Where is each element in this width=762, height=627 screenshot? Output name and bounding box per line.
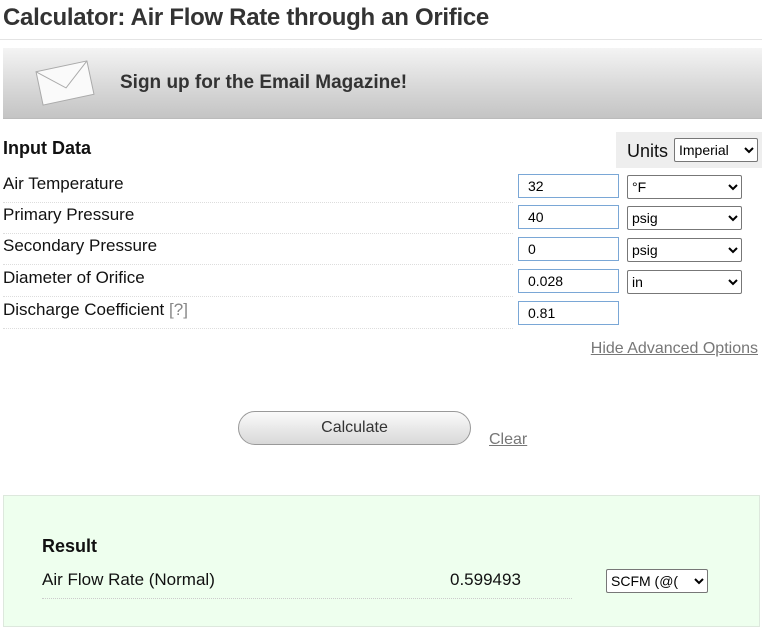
air-temperature-input[interactable] bbox=[518, 174, 619, 198]
result-unit-select[interactable]: SCFM (@( bbox=[606, 569, 708, 593]
row-diameter: Diameter of Orifice bbox=[3, 268, 513, 297]
diameter-unit-select[interactable]: in bbox=[627, 270, 742, 294]
result-panel: Result Air Flow Rate (Normal) 0.599493 S… bbox=[3, 495, 760, 627]
result-row: Air Flow Rate (Normal) 0.599493 bbox=[42, 570, 572, 599]
input-data-heading: Input Data bbox=[3, 138, 91, 158]
label: Discharge Coefficient bbox=[3, 300, 165, 319]
label: Air Temperature bbox=[3, 174, 124, 193]
row-primary-pressure: Primary Pressure bbox=[3, 205, 513, 234]
banner-text: Sign up for the Email Magazine! bbox=[120, 72, 408, 93]
email-magazine-banner[interactable]: Sign up for the Email Magazine! bbox=[3, 48, 762, 119]
label: Primary Pressure bbox=[3, 205, 135, 224]
calculate-button[interactable]: Calculate bbox=[238, 411, 471, 445]
hide-advanced-options-link[interactable]: Hide Advanced Options bbox=[590, 340, 758, 357]
clear-link[interactable]: Clear bbox=[489, 431, 528, 448]
secondary-pressure-input[interactable] bbox=[518, 237, 619, 261]
label: Secondary Pressure bbox=[3, 236, 158, 255]
units-label: Units bbox=[627, 141, 669, 161]
units-select[interactable]: Imperial bbox=[674, 138, 758, 162]
row-secondary-pressure: Secondary Pressure bbox=[3, 236, 513, 265]
secondary-pressure-unit-select[interactable]: psig bbox=[627, 238, 742, 262]
page-title: Calculator: Air Flow Rate through an Ori… bbox=[3, 4, 489, 31]
primary-pressure-unit-select[interactable]: psig bbox=[627, 206, 742, 230]
air-temperature-unit-select[interactable]: °F bbox=[627, 175, 742, 199]
discharge-coefficient-input[interactable] bbox=[518, 301, 619, 325]
help-link[interactable]: [?] bbox=[169, 300, 188, 319]
row-air-temperature: Air Temperature bbox=[3, 174, 513, 203]
units-box: Units Imperial bbox=[616, 132, 762, 168]
row-discharge-coefficient: Discharge Coefficient [?] bbox=[3, 300, 513, 329]
result-label: Air Flow Rate (Normal) bbox=[42, 570, 215, 589]
result-heading: Result bbox=[42, 536, 98, 556]
primary-pressure-input[interactable] bbox=[518, 205, 619, 229]
envelope-icon bbox=[35, 60, 95, 106]
label: Diameter of Orifice bbox=[3, 268, 145, 287]
divider bbox=[0, 39, 762, 40]
result-value: 0.599493 bbox=[450, 570, 521, 589]
diameter-input[interactable] bbox=[518, 269, 619, 293]
